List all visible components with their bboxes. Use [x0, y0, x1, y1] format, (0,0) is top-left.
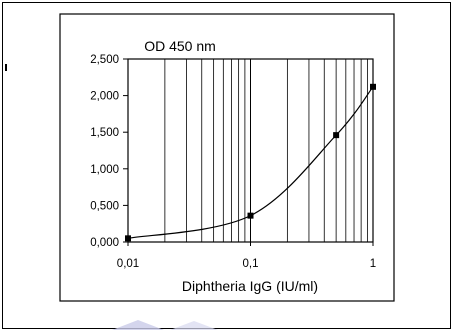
y-tick-label: 1,500 [90, 127, 119, 139]
x-tick-label: 0,01 [117, 258, 139, 270]
x-tick-label: 0,1 [243, 258, 259, 270]
data-point-marker [247, 212, 254, 219]
series-line [127, 86, 374, 239]
y-tick-label: 0,500 [90, 200, 119, 212]
watermark-logo [112, 320, 218, 330]
chart-outer-frame [59, 13, 395, 302]
x-axis-title: Diphtheria IgG (IU/ml) [182, 278, 318, 294]
y-tick-label: 2,000 [90, 91, 119, 103]
edge-mark [5, 64, 7, 71]
data-point-marker [370, 83, 376, 90]
chart-title: OD 450 nm [144, 38, 216, 54]
data-point-marker [125, 235, 131, 242]
y-tick-label: 0,000 [90, 237, 119, 249]
page-frame [2, 2, 451, 329]
y-tick-label: 2,500 [90, 54, 119, 66]
data-point-marker [333, 132, 340, 139]
y-tick-label: 1,000 [90, 164, 119, 176]
x-tick-label: 1 [370, 258, 376, 270]
